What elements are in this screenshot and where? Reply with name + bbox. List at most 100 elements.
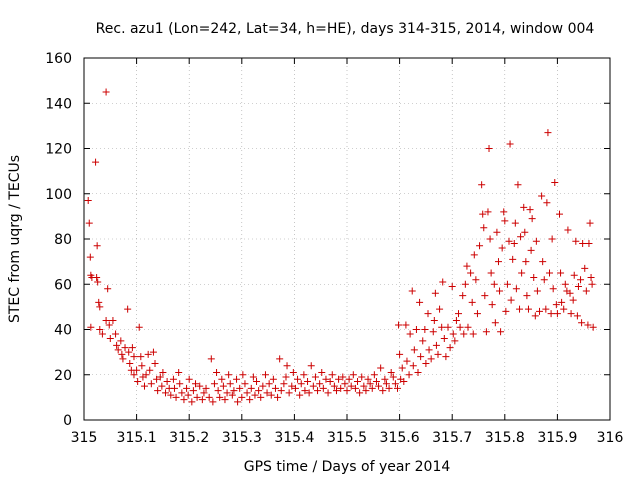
data-point: [385, 384, 393, 392]
data-point: [356, 389, 364, 397]
data-point: [304, 378, 312, 386]
x-tick-label: 315.4: [274, 430, 314, 446]
data-point: [422, 359, 430, 367]
data-point: [585, 240, 593, 248]
data-point: [146, 366, 154, 374]
data-point: [396, 350, 404, 358]
data-point: [267, 391, 275, 399]
data-point: [307, 362, 315, 370]
y-tick-label: 160: [45, 51, 72, 67]
data-point: [274, 393, 282, 401]
chart-title: Rec. azu1 (Lon=242, Lat=34, h=HE), days …: [96, 21, 595, 37]
x-tick-label: 315.7: [432, 430, 472, 446]
data-point: [207, 355, 215, 363]
data-point: [324, 389, 332, 397]
data-point: [130, 353, 138, 361]
data-point: [528, 215, 536, 223]
data-point: [479, 210, 487, 218]
data-point: [509, 255, 517, 263]
data-point: [403, 357, 411, 365]
data-point: [524, 305, 532, 313]
data-point: [261, 371, 269, 379]
data-point: [280, 380, 288, 388]
data-point: [311, 373, 319, 381]
data-point: [343, 387, 351, 395]
data-point: [102, 316, 110, 324]
data-point: [586, 219, 594, 227]
data-point: [531, 312, 539, 320]
y-tick-label: 140: [45, 96, 72, 112]
data-point: [328, 371, 336, 379]
data-point: [175, 368, 183, 376]
data-point: [543, 199, 551, 207]
data-point: [297, 380, 305, 388]
data-point: [305, 389, 313, 397]
data-point: [505, 237, 513, 245]
data-point: [577, 276, 585, 284]
data-point: [414, 368, 422, 376]
data-point: [469, 330, 477, 338]
data-point: [326, 378, 334, 386]
data-point: [221, 396, 229, 404]
data-point: [277, 387, 285, 395]
data-point: [561, 280, 569, 288]
data-point: [345, 375, 353, 383]
data-point: [564, 226, 572, 234]
data-point: [472, 276, 480, 284]
data-point: [121, 344, 129, 352]
data-point: [104, 285, 112, 293]
data-point: [372, 378, 380, 386]
data-point: [368, 384, 376, 392]
data-point: [491, 319, 499, 327]
data-point: [440, 335, 448, 343]
data-point: [158, 382, 166, 390]
data-point: [459, 292, 467, 300]
data-point: [526, 206, 534, 214]
data-point: [255, 387, 263, 395]
data-point: [239, 371, 247, 379]
data-point: [301, 387, 309, 395]
data-point: [193, 393, 201, 401]
data-point: [436, 305, 444, 313]
data-point: [511, 219, 519, 227]
data-point: [456, 323, 464, 331]
data-point: [556, 210, 564, 218]
data-point: [375, 382, 383, 390]
data-point: [425, 346, 433, 354]
data-point: [112, 330, 120, 338]
data-point: [482, 328, 490, 336]
data-point: [151, 359, 159, 367]
data-point: [228, 391, 236, 399]
data-point: [588, 280, 596, 288]
data-point: [118, 350, 126, 358]
data-point: [455, 310, 463, 318]
data-point: [233, 375, 241, 383]
data-point: [196, 382, 204, 390]
data-point: [216, 393, 224, 401]
data-point: [496, 287, 504, 295]
data-point: [113, 341, 121, 349]
data-point: [135, 323, 143, 331]
data-point: [518, 269, 526, 277]
data-point: [506, 140, 514, 148]
data-point: [498, 244, 506, 252]
data-point: [263, 389, 271, 397]
data-point: [124, 305, 132, 313]
data-point: [522, 258, 530, 266]
data-point: [408, 287, 416, 295]
data-point: [557, 269, 565, 277]
data-point: [481, 292, 489, 300]
data-point: [431, 289, 439, 297]
data-point: [527, 246, 535, 254]
data-point: [421, 326, 429, 333]
data-point: [558, 298, 566, 306]
data-point: [432, 341, 440, 349]
data-point: [581, 264, 589, 272]
data-point: [205, 393, 213, 401]
data-point: [230, 387, 238, 395]
data-point: [185, 375, 193, 383]
data-point: [536, 307, 544, 315]
grid-lines: [84, 58, 610, 420]
data-point: [532, 237, 540, 245]
data-point: [574, 283, 582, 291]
